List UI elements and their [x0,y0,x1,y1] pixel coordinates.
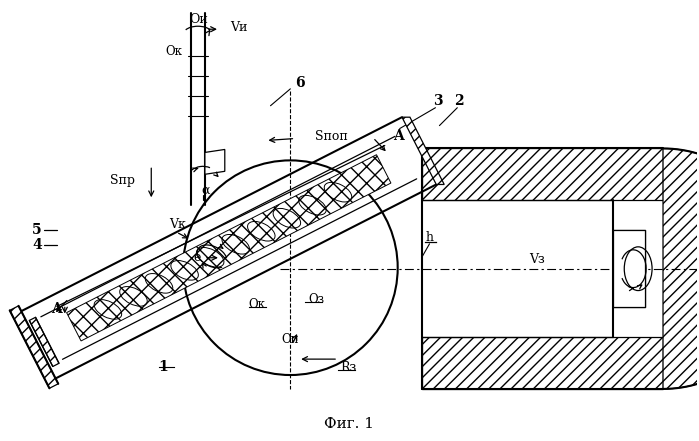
Polygon shape [613,230,645,307]
Text: 4: 4 [32,238,42,252]
Polygon shape [10,306,58,388]
Polygon shape [663,149,699,389]
Polygon shape [29,317,59,366]
Text: 3: 3 [433,94,442,108]
Text: Фиг. 1: Фиг. 1 [324,417,374,431]
Text: α: α [201,184,210,197]
Polygon shape [402,117,445,184]
Text: Vк: Vк [169,218,186,232]
Text: A: A [393,128,403,142]
Text: Vз: Vз [529,253,545,266]
Text: Оз: Оз [308,293,324,306]
Text: Ок: Ок [165,45,182,58]
Text: e: e [194,251,201,264]
Polygon shape [421,337,663,389]
Text: 5: 5 [32,223,42,237]
Text: Ок: Ок [248,298,265,311]
Text: Ои: Ои [189,13,208,26]
Polygon shape [66,155,391,341]
Text: 6: 6 [296,76,305,90]
Text: Vи: Vи [230,21,247,34]
Text: Sпоп: Sпоп [315,130,348,143]
Polygon shape [205,149,225,174]
Text: h: h [426,232,433,244]
Text: A: A [52,303,62,317]
Text: 1: 1 [158,360,168,374]
Text: Sпр: Sпр [110,174,136,187]
Text: Ои: Ои [282,333,299,346]
Polygon shape [421,149,663,200]
Text: Rз: Rз [340,361,356,374]
Text: 2: 2 [454,94,464,108]
